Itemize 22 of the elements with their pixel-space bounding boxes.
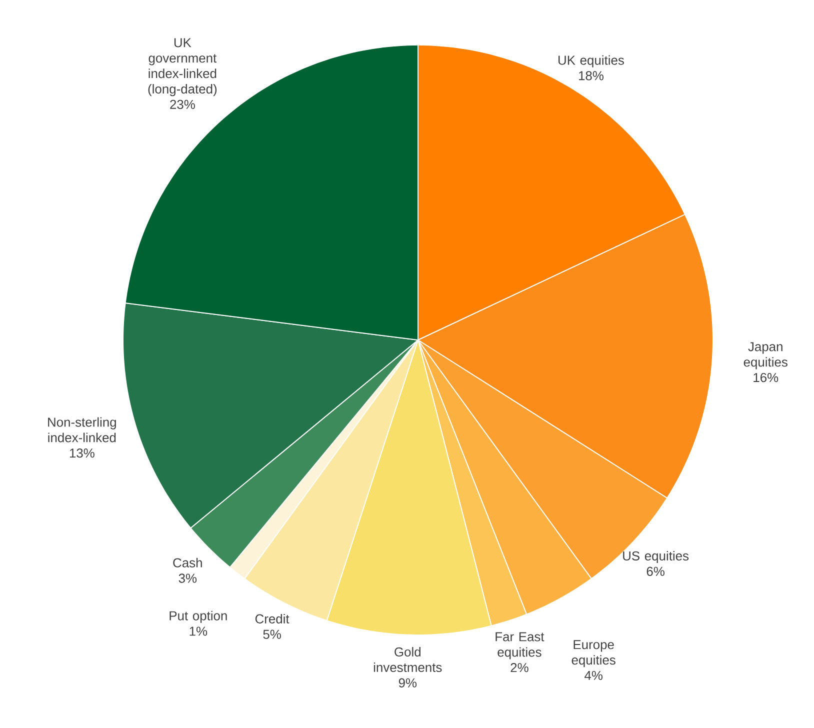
data-label: 3% bbox=[178, 574, 197, 583]
data-label: 13% bbox=[70, 448, 94, 458]
slice-label: Non-sterling index-linked bbox=[48, 417, 116, 442]
data-label: 2% bbox=[510, 663, 528, 672]
slice-label: Japan equities bbox=[744, 342, 788, 370]
slice-label: Europe equities bbox=[572, 640, 616, 668]
slice-label: Cash bbox=[173, 558, 202, 568]
slice-label: Credit bbox=[255, 614, 290, 624]
slice-label: Far East equities bbox=[496, 632, 544, 660]
data-label: 18% bbox=[578, 71, 604, 80]
slice-label: US equities bbox=[623, 550, 689, 564]
slice-label: Put option bbox=[170, 610, 227, 623]
data-label: 5% bbox=[263, 630, 281, 639]
slice-label: UK government index-linked (long-dated) bbox=[148, 38, 217, 96]
data-label: 16% bbox=[754, 372, 778, 382]
data-label: 23% bbox=[170, 100, 195, 110]
data-label: 1% bbox=[190, 626, 208, 636]
data-label: 6% bbox=[646, 566, 664, 576]
slice-label: UK equities bbox=[558, 55, 624, 68]
data-label: 4% bbox=[584, 670, 602, 680]
slice-label: Gold investments bbox=[374, 647, 442, 672]
data-label: 9% bbox=[398, 678, 417, 688]
